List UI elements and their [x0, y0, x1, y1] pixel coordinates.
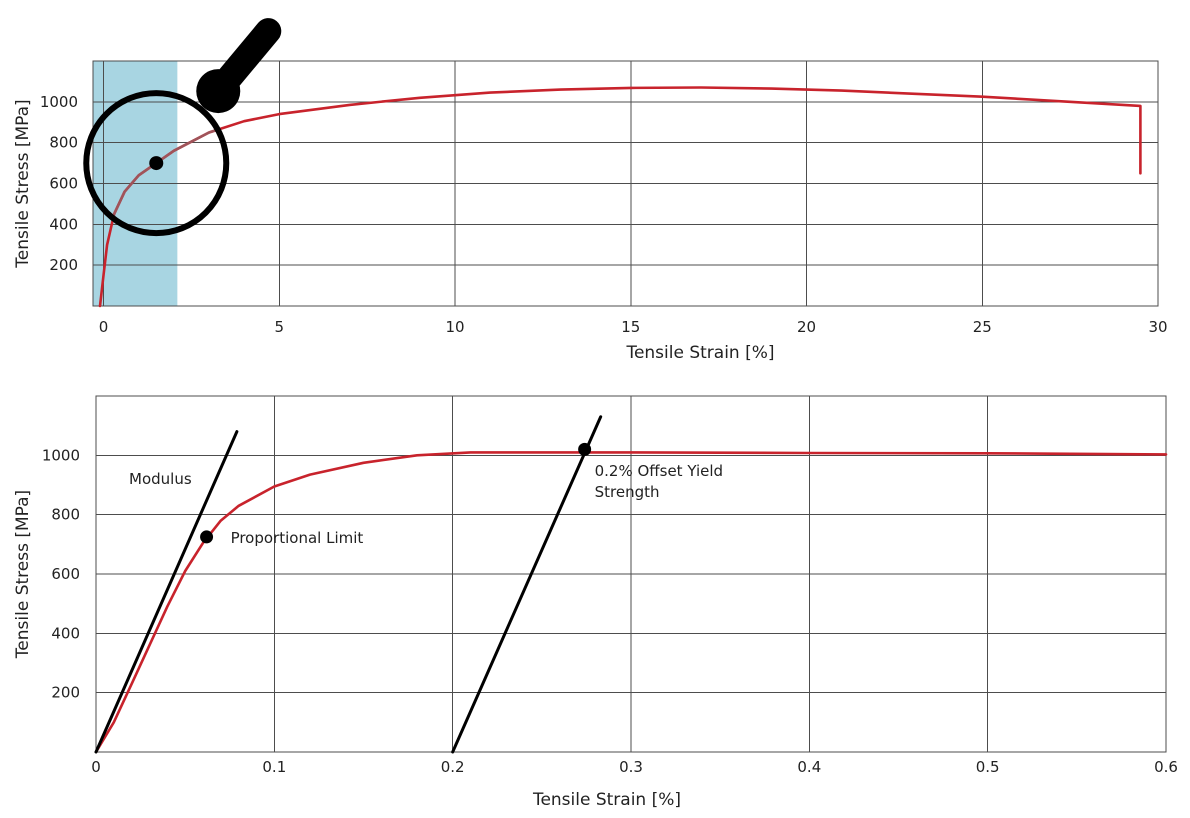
stress-strain-curve: [94, 451, 1168, 754]
y-tick-label: 600: [51, 565, 80, 583]
y-tick-label: 800: [51, 506, 80, 524]
stress-strain-curve-magnified: [98, 93, 227, 234]
x-tick-label: 0.2: [441, 758, 465, 776]
x-tick-labels: 0 5 10 15 20 25 30: [99, 318, 1168, 336]
x-tick-labels: 0 0.1 0.2 0.3 0.4 0.5 0.6: [91, 758, 1178, 776]
grid-lines: [95, 396, 1167, 752]
stress-strain-curve: [98, 86, 1142, 308]
y-tick-label: 400: [49, 215, 78, 233]
x-tick-label: 0.3: [619, 758, 643, 776]
plot-frame: [92, 60, 1159, 307]
offset-yield-label-line2: Strength: [595, 483, 660, 501]
x-tick-label: 0.5: [976, 758, 1000, 776]
stress-strain-chart-overview: 0 5 10 15 20 25 30 200 400 600 800 1000 Tensile St…: [13, 18, 1168, 363]
x-tick-label: 0.6: [1154, 758, 1178, 776]
y-tick-label: 1000: [42, 446, 80, 464]
x-tick-label: 25: [973, 318, 992, 336]
y-axis-title: Tensile Stress [MPa]: [13, 99, 33, 268]
y-tick-label: 200: [49, 256, 78, 274]
x-tick-label: 30: [1148, 318, 1167, 336]
y-tick-label: 800: [49, 134, 78, 152]
plot-frame: [95, 395, 1167, 753]
y-tick-label: 600: [49, 175, 78, 193]
x-tick-label: 20: [797, 318, 816, 336]
x-tick-label: 5: [275, 318, 285, 336]
offset-yield-point: [578, 442, 592, 456]
magnifying-glass-icon: [83, 18, 282, 237]
y-tick-label: 200: [51, 684, 80, 702]
lens-ring: [83, 90, 230, 237]
handle-joint: [196, 69, 241, 114]
x-axis-title: Tensile Strain [%]: [625, 343, 774, 363]
x-tick-label: 10: [445, 318, 464, 336]
y-tick-labels: 200 400 600 800 1000: [40, 93, 78, 274]
x-tick-label: 0: [99, 318, 109, 336]
modulus-label: Modulus: [129, 470, 192, 488]
offset-yield-label-line1: 0.2% Offset Yield: [595, 462, 723, 480]
y-axis-title: Tensile Stress [MPa]: [13, 490, 33, 659]
proportional-limit-point: [200, 530, 214, 544]
grid-lines: [93, 61, 1158, 306]
y-tick-label: 400: [51, 624, 80, 642]
modulus-line: [94, 430, 239, 754]
x-tick-label: 15: [621, 318, 640, 336]
x-tick-label: 0.1: [262, 758, 286, 776]
x-tick-label: 0.4: [797, 758, 821, 776]
y-tick-label: 1000: [40, 93, 78, 111]
stress-strain-chart-detail: 0 0.1 0.2 0.3 0.4 0.5 0.6 200 400 600 800 1000 Mod…: [13, 395, 1178, 810]
zoom-marker-point: [149, 156, 164, 171]
x-axis-title: Tensile Strain [%]: [532, 790, 681, 810]
proportional-limit-label: Proportional Limit: [231, 529, 364, 547]
x-tick-label: 0: [91, 758, 101, 776]
offset-line: [451, 415, 603, 754]
y-tick-labels: 200 400 600 800 1000: [42, 446, 80, 701]
